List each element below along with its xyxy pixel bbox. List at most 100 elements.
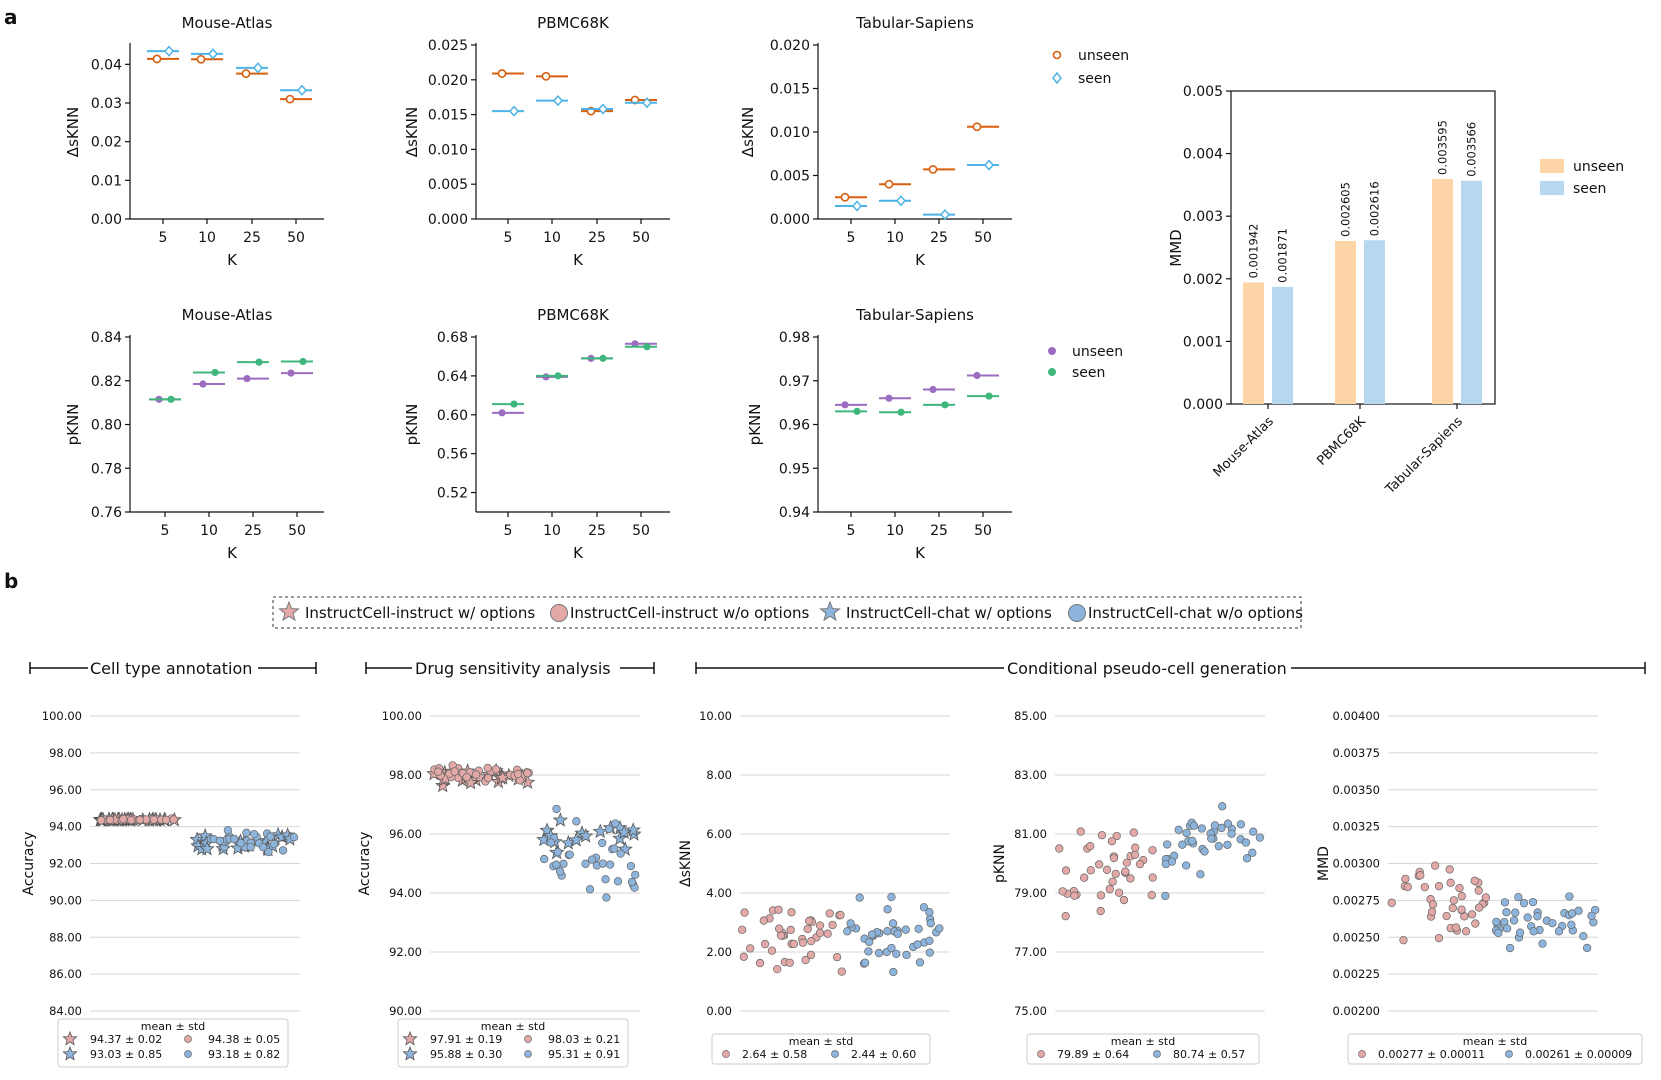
point-pink-circle xyxy=(823,929,832,938)
stats-legend-entry: 0.00277 ± 0.00011 xyxy=(1378,1048,1485,1061)
point-seen xyxy=(597,103,609,115)
y-tick-label: 0.94 xyxy=(779,505,810,521)
point-blue-circle xyxy=(889,967,898,977)
point-blue-circle xyxy=(215,836,224,846)
point-seen xyxy=(510,400,518,408)
y-axis-label: pKNN xyxy=(64,404,82,446)
point-blue-circle xyxy=(1217,823,1226,833)
y-tick-label: 0.96 xyxy=(779,418,810,434)
point-blue-circle xyxy=(1514,892,1523,902)
legend-circle-blue-marker xyxy=(1068,604,1086,622)
point-blue-circle xyxy=(269,839,279,849)
point-blue-circle xyxy=(901,925,910,934)
point-blue-star xyxy=(616,824,632,840)
stats-legend-entry: 0.00261 ± 0.00009 xyxy=(1525,1048,1632,1061)
point-blue-circle xyxy=(1189,821,1199,830)
legend-star-pink-marker xyxy=(278,600,300,622)
y-tick-label: 98.00 xyxy=(49,746,82,760)
point-pink-circle xyxy=(1471,919,1480,928)
x-tick-label: Mouse-Atlas xyxy=(1211,414,1277,480)
x-tick-label: 25 xyxy=(243,230,261,246)
y-tick-label: 85.00 xyxy=(1014,709,1047,723)
y-tick-label: 0.00300 xyxy=(1332,857,1380,871)
bar-unseen xyxy=(1335,240,1356,404)
stats-legend-marker xyxy=(1358,1050,1366,1058)
point-blue-circle xyxy=(605,860,615,869)
stats-legend-marker xyxy=(1505,1050,1513,1058)
point-blue-circle xyxy=(1494,928,1503,938)
point-pink-circle xyxy=(798,938,808,947)
point-pink-circle xyxy=(1080,873,1089,882)
point-blue-circle xyxy=(888,919,898,928)
chart-title: Mouse-Atlas xyxy=(182,14,273,32)
point-blue-circle xyxy=(1163,840,1172,849)
x-tick-label: PBMC68K xyxy=(1314,414,1369,469)
point-pink-circle xyxy=(776,931,786,940)
point-blue-circle xyxy=(1249,827,1258,836)
stats-legend-entry: 98.03 ± 0.21 xyxy=(548,1033,620,1046)
stats-legend-box xyxy=(57,1018,289,1068)
point-blue-circle xyxy=(925,908,934,917)
point-pink-circle xyxy=(837,967,846,976)
point-blue-circle xyxy=(616,849,625,858)
group-header-cell-type: Cell type annotation xyxy=(29,659,317,678)
stats-legend-marker xyxy=(402,1030,418,1046)
point-blue-circle xyxy=(864,947,873,956)
point-blue-circle xyxy=(1255,833,1265,842)
point-blue-circle xyxy=(242,828,251,837)
y-tick-label: 90.00 xyxy=(49,893,82,907)
point-blue-circle xyxy=(892,949,901,959)
stats-legend-entry: 80.74 ± 0.57 xyxy=(1173,1048,1245,1061)
bar-seen xyxy=(1461,180,1482,404)
x-tick-label: 5 xyxy=(847,523,856,539)
point-blue-circle xyxy=(626,861,636,871)
point-pink-circle xyxy=(801,955,810,965)
legend-seen-label: seen xyxy=(1072,365,1105,381)
point-blue-circle xyxy=(883,905,892,914)
point-blue-circle xyxy=(1509,916,1519,925)
point-pink-circle xyxy=(471,770,481,779)
y-tick-label: 0.025 xyxy=(428,38,468,54)
y-tick-label: 0.76 xyxy=(91,505,122,521)
legend-unseen-label: unseen xyxy=(1573,159,1624,175)
generation-pknn-plot: 75.00 77.00 79.00 81.00 83.00 85.00 pKNN mean ±… xyxy=(992,709,1265,1065)
point-pink-circle xyxy=(1097,831,1107,840)
x-tick-label: 10 xyxy=(198,230,216,246)
x-tick-label: 10 xyxy=(543,523,561,539)
point-pink-circle xyxy=(149,815,159,824)
point-blue-circle xyxy=(887,943,896,953)
bar-unseen xyxy=(1243,282,1264,404)
point-blue-circle xyxy=(860,958,870,967)
point-blue-circle xyxy=(223,826,233,835)
point-seen xyxy=(299,357,307,366)
drug-sensitivity-accuracy-plot: 90.00 92.00 94.00 96.00 98.00 100.00 Accuracy m… xyxy=(357,709,642,1068)
y-tick-label: 0.60 xyxy=(437,408,468,424)
y-tick-label: 0.004 xyxy=(1183,147,1223,163)
point-seen xyxy=(554,372,562,380)
point-pink-circle xyxy=(1107,837,1117,846)
point-pink-circle xyxy=(739,952,748,961)
x-tick-label: 50 xyxy=(974,230,992,246)
stats-legend-marker xyxy=(722,1050,730,1058)
point-pink-circle xyxy=(462,773,471,782)
point-blue-circle xyxy=(1574,906,1583,915)
point-pink-circle xyxy=(1096,891,1106,900)
y-tick-label: 0.56 xyxy=(437,447,468,463)
x-axis-label: K xyxy=(227,251,238,269)
point-pink-circle xyxy=(491,765,501,774)
point-pink-circle xyxy=(1112,831,1121,841)
x-tick-label: 25 xyxy=(930,230,948,246)
point-blue-circle xyxy=(1207,834,1216,843)
point-unseen xyxy=(929,385,937,394)
point-pink-circle xyxy=(1457,891,1466,901)
bar-value-label: 0.002605 xyxy=(1339,182,1353,237)
point-blue-circle xyxy=(1533,912,1542,921)
bar-seen xyxy=(1364,240,1385,404)
pknn-mouse-atlas-plot: Mouse-Atlas 0.76 0.78 0.80 0.82 0.84 5 10 25 50 Kp… xyxy=(64,306,324,562)
point-pink-circle xyxy=(1119,895,1129,905)
legend-circle-pink-marker xyxy=(550,604,568,622)
y-axis-label: ΔsKNN xyxy=(678,840,694,887)
x-tick-label: 25 xyxy=(588,523,606,539)
point-blue-circle xyxy=(1236,820,1246,829)
point-pink-circle xyxy=(1130,850,1140,859)
